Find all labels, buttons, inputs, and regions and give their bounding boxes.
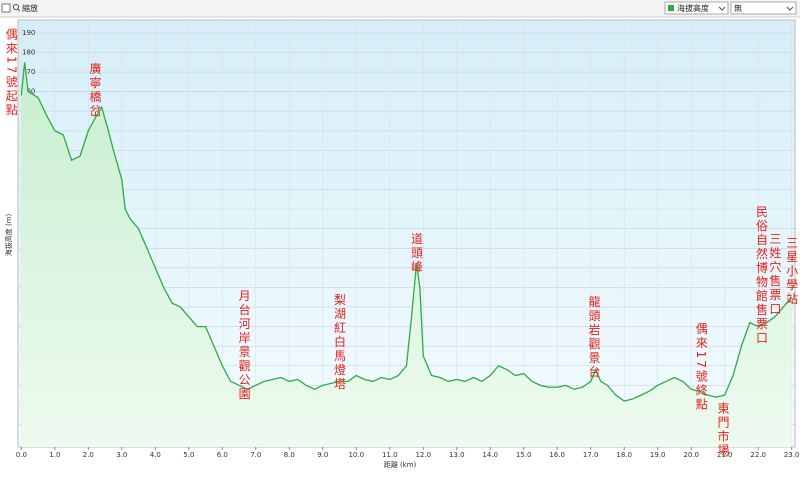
dropdown-arrow xyxy=(786,6,794,11)
annotation: 偶來17號終點 xyxy=(694,322,708,412)
zoom-label: 縮放 xyxy=(22,3,38,13)
x-tick-label: 11.0 xyxy=(382,451,398,459)
annotation: 偶來17號起點 xyxy=(4,28,18,118)
x-tick-label: 21.0 xyxy=(717,451,733,459)
toolbar xyxy=(0,0,800,17)
x-tick-label: 9.0 xyxy=(317,451,328,459)
series-select-label: 海拔高度 xyxy=(677,3,709,13)
x-tick-label: 17.0 xyxy=(583,451,599,459)
other-select-label: 無 xyxy=(734,3,742,13)
y-tick-label: 180 xyxy=(22,48,35,56)
y-tick-label: 170 xyxy=(22,68,35,76)
annotation: 東門市場 xyxy=(716,402,730,458)
x-tick-label: 3.0 xyxy=(116,451,127,459)
dropdown-arrow xyxy=(718,6,726,11)
x-tick-label: 16.0 xyxy=(549,451,565,459)
zoom-icon xyxy=(12,3,20,11)
other-select[interactable] xyxy=(730,1,797,15)
x-tick-label: 2.0 xyxy=(83,451,94,459)
annotation: 梨湖紅白馬燈塔 xyxy=(333,293,347,391)
x-tick-label: 6.0 xyxy=(217,451,228,459)
x-tick-label: 23.0 xyxy=(784,451,800,459)
annotation: 月台河岸景觀公園 xyxy=(237,289,251,401)
annotation: 民俗自然博物館售票口 xyxy=(755,205,769,345)
x-tick-label: 0.0 xyxy=(16,451,27,459)
annotation: 廣寧橋岔 xyxy=(88,62,102,118)
x-tick-label: 13.0 xyxy=(449,451,465,459)
zoom-icon-handle xyxy=(17,8,21,12)
annotation: 龍頭岩觀景台 xyxy=(587,294,601,379)
x-axis-title: 距離 (km) xyxy=(384,460,417,469)
x-tick-label: 12.0 xyxy=(415,451,431,459)
x-tick-label: 10.0 xyxy=(348,451,364,459)
x-tick-label: 7.0 xyxy=(250,451,261,459)
annotation: 三星小學站 xyxy=(785,237,799,307)
annotation: 三姓穴售票口 xyxy=(768,233,782,317)
x-tick-label: 8.0 xyxy=(284,451,295,459)
annotation: 道頭峰 xyxy=(410,232,424,274)
y-tick-label: 190 xyxy=(22,29,35,37)
elevation-line xyxy=(20,62,793,402)
x-tick-label: 4.0 xyxy=(150,451,161,459)
series-swatch xyxy=(668,5,674,11)
x-tick-label: 15.0 xyxy=(516,451,532,459)
x-tick-label: 22.0 xyxy=(750,451,766,459)
x-tick-label: 20.0 xyxy=(683,451,699,459)
series-select[interactable] xyxy=(664,1,729,15)
x-tick-label: 1.0 xyxy=(49,451,60,459)
x-tick-label: 14.0 xyxy=(482,451,498,459)
y-axis-title: 海拔高度 (m) xyxy=(4,213,13,256)
zoom-checkbox[interactable] xyxy=(1,3,11,13)
x-tick-label: 19.0 xyxy=(650,451,666,459)
elevation-area xyxy=(21,62,792,448)
x-tick-label: 5.0 xyxy=(183,451,194,459)
x-tick-label: 18.0 xyxy=(616,451,632,459)
